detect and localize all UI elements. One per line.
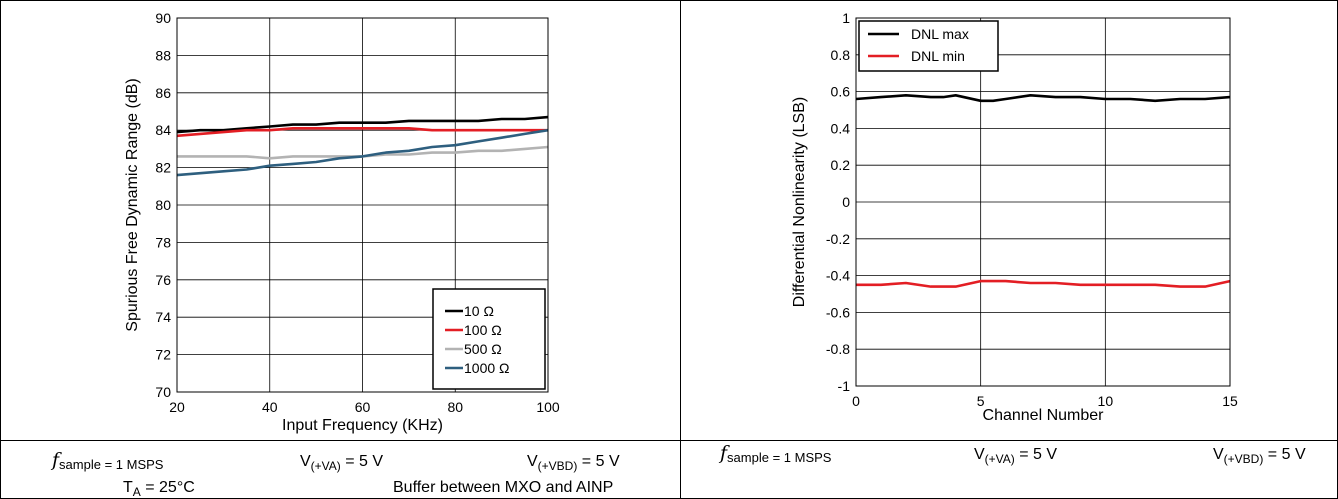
right-y-tick-label: 0.2 — [831, 157, 851, 173]
right-x-tick-label: 0 — [852, 393, 860, 409]
left-y-tick-label: 90 — [155, 10, 171, 26]
left-buffer-condition: Buffer between MXO and AINP — [393, 479, 613, 496]
left-y-tick-label: 86 — [155, 85, 171, 101]
right-test-conditions: fsample = 1 MSPS V(+VA) = 5 V V(+VBD) = … — [718, 442, 1306, 466]
sfdr-x-axis-label: Input Frequency (KHz) — [282, 417, 443, 434]
right-y-tick-label: -0.4 — [826, 268, 850, 284]
right-y-tick-label: 1 — [842, 10, 850, 26]
left-x-tick-label: 20 — [169, 399, 185, 415]
sfdr-plot-frame — [176, 17, 549, 393]
right-y-tick-label: 0.4 — [831, 120, 851, 136]
right-y-tick-label: -0.2 — [826, 231, 850, 247]
right-y-tick-label: 0 — [842, 194, 850, 210]
right-legend-label: DNL max — [911, 26, 969, 42]
left-series-line-1 — [176, 127, 548, 138]
left-y-tick-label: 80 — [155, 197, 171, 213]
left-series-line-0 — [176, 115, 549, 134]
dnl-series — [855, 94, 1231, 288]
right-series-line-0 — [855, 94, 1231, 103]
left-y-tick-label: 82 — [155, 160, 171, 176]
left-x-tick-label: 40 — [262, 399, 278, 415]
left-x-tick-label: 80 — [447, 399, 463, 415]
right-legend-label: DNL min — [911, 48, 965, 64]
left-y-tick-label: 76 — [155, 272, 171, 288]
right-x-tick-label: 10 — [1098, 393, 1114, 409]
left-vva-condition: V(+VA) = 5 V — [300, 453, 383, 473]
dnl-tick-labels: 0 5 10 15 -1 -0.8 -0.6 -0.4 -0.2 0 0.2 0.4 0.6 0.8 1 — [826, 10, 1238, 409]
dnl-grid — [855, 17, 1231, 387]
sfdr-y-axis-label: Spurious Free Dynamic Range (dB) — [124, 78, 141, 331]
right-vvbd-condition: V(+VBD) = 5 V — [1213, 446, 1306, 466]
sfdr-legend: 10 Ω 100 Ω 500 Ω 1000 Ω — [432, 288, 546, 390]
left-y-tick-label: 72 — [155, 347, 171, 363]
left-y-tick-label: 70 — [155, 384, 171, 400]
right-series-line-1 — [856, 279, 1231, 288]
left-series-line-3 — [176, 128, 549, 177]
right-y-tick-label: -1 — [838, 378, 851, 394]
right-y-tick-label: 0.6 — [831, 84, 851, 100]
left-x-tick-label: 100 — [536, 399, 560, 415]
sfdr-chart: 20 40 60 80 100 70 72 74 76 78 80 82 84 86 88 90 Input … — [124, 10, 560, 434]
dnl-x-axis-label: Channel Number — [983, 407, 1105, 424]
sfdr-series — [176, 115, 549, 177]
left-fsample-condition: fsample = 1 MSPS — [50, 449, 164, 472]
left-legend-label: 500 Ω — [464, 341, 502, 357]
right-vva-condition: V(+VA) = 5 V — [974, 446, 1057, 466]
left-legend-label: 10 Ω — [464, 303, 494, 319]
left-ta-condition: TA = 25°C — [123, 479, 195, 499]
left-y-tick-label: 88 — [155, 47, 171, 63]
right-x-tick-label: 15 — [1222, 393, 1238, 409]
left-x-tick-label: 60 — [355, 399, 371, 415]
right-legend-box — [858, 20, 999, 72]
left-y-tick-label: 78 — [155, 234, 171, 250]
left-vvbd-condition: V(+VBD) = 5 V — [527, 453, 620, 473]
dnl-chart: 0 5 10 15 -1 -0.8 -0.6 -0.4 -0.2 0 0.2 0.4 0.6 0.8 1 C… — [791, 10, 1238, 424]
dnl-plot-frame — [855, 17, 1231, 387]
right-x-tick-label: 5 — [977, 393, 985, 409]
right-y-tick-label: -0.8 — [826, 341, 850, 357]
dnl-y-axis-label: Differential Nonlinearity (LSB) — [791, 97, 808, 307]
left-y-tick-label: 84 — [155, 122, 171, 138]
right-y-tick-label: -0.6 — [826, 304, 850, 320]
sfdr-tick-labels: 20 40 60 80 100 70 72 74 76 78 80 82 84 86 88 90 — [155, 10, 559, 415]
right-fsample-condition: fsample = 1 MSPS — [718, 442, 832, 465]
right-y-tick-label: 0.8 — [831, 47, 851, 63]
left-test-conditions: fsample = 1 MSPS V(+VA) = 5 V V(+VBD) = … — [50, 449, 620, 499]
left-legend-box — [432, 288, 546, 390]
left-legend-label: 1000 Ω — [464, 360, 510, 376]
dnl-legend: DNL max DNL min — [858, 20, 999, 72]
left-legend-label: 100 Ω — [464, 322, 502, 338]
left-y-tick-label: 74 — [155, 309, 171, 325]
